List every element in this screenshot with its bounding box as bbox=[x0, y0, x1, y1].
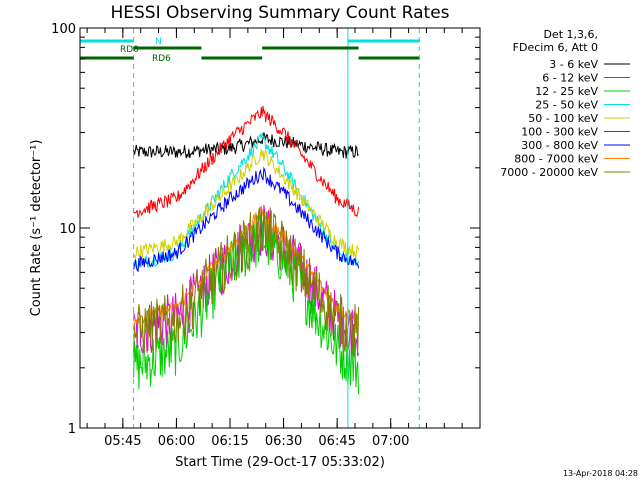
series-line bbox=[133, 214, 360, 395]
series-group bbox=[133, 105, 360, 395]
y-tick-label: 1 bbox=[68, 422, 76, 437]
legend-label: 800 - 7000 keV bbox=[514, 153, 598, 166]
legend-label: 7000 - 20000 keV bbox=[500, 166, 598, 179]
x-tick-label: 06:00 bbox=[158, 434, 195, 449]
x-tick-label: 07:00 bbox=[372, 434, 409, 449]
flag-label: N bbox=[155, 37, 162, 47]
x-axis-label: Start Time (29-Oct-17 05:33:02) bbox=[175, 455, 385, 470]
flag-label: RD0 bbox=[120, 45, 139, 55]
legend-label: 300 - 800 keV bbox=[521, 139, 598, 152]
axis-group: 05:45 06:00 06:15 06:30 06:45 07:00 1 10 100 bbox=[51, 22, 481, 449]
x-tick-label: 06:45 bbox=[318, 434, 355, 449]
legend-label: 100 - 300 keV bbox=[521, 126, 598, 139]
legend-header: Det 1,3,6, bbox=[543, 28, 598, 41]
legend-label: 3 - 6 keV bbox=[549, 58, 598, 71]
legend-header: FDecim 6, Att 0 bbox=[513, 41, 598, 54]
plot-frame bbox=[79, 27, 481, 429]
y-tick-label: 10 bbox=[59, 222, 76, 237]
series-line bbox=[133, 105, 360, 218]
legend-label: 6 - 12 keV bbox=[542, 72, 598, 85]
legend-label: 12 - 25 keV bbox=[535, 85, 598, 98]
series-line bbox=[133, 148, 360, 260]
y-axis-label: Count Rate (s⁻¹ detector⁻¹) bbox=[29, 140, 44, 317]
legend-label: 50 - 100 keV bbox=[528, 112, 598, 125]
flag-label: RD6 bbox=[152, 54, 171, 64]
x-tick-label: 06:15 bbox=[211, 434, 248, 449]
x-tick-label: 05:45 bbox=[104, 434, 141, 449]
flags-group: N RD0 RD6 bbox=[79, 28, 420, 428]
series-line bbox=[133, 207, 360, 355]
y-tick-label: 100 bbox=[51, 22, 76, 37]
chart-title: HESSI Observing Summary Count Rates bbox=[110, 3, 449, 23]
footer-timestamp: 13-Apr-2018 04:28 bbox=[563, 469, 638, 478]
series-line bbox=[133, 132, 359, 159]
series-line bbox=[133, 166, 360, 273]
legend-label: 25 - 50 keV bbox=[535, 99, 598, 112]
x-tick-label: 06:30 bbox=[265, 434, 302, 449]
